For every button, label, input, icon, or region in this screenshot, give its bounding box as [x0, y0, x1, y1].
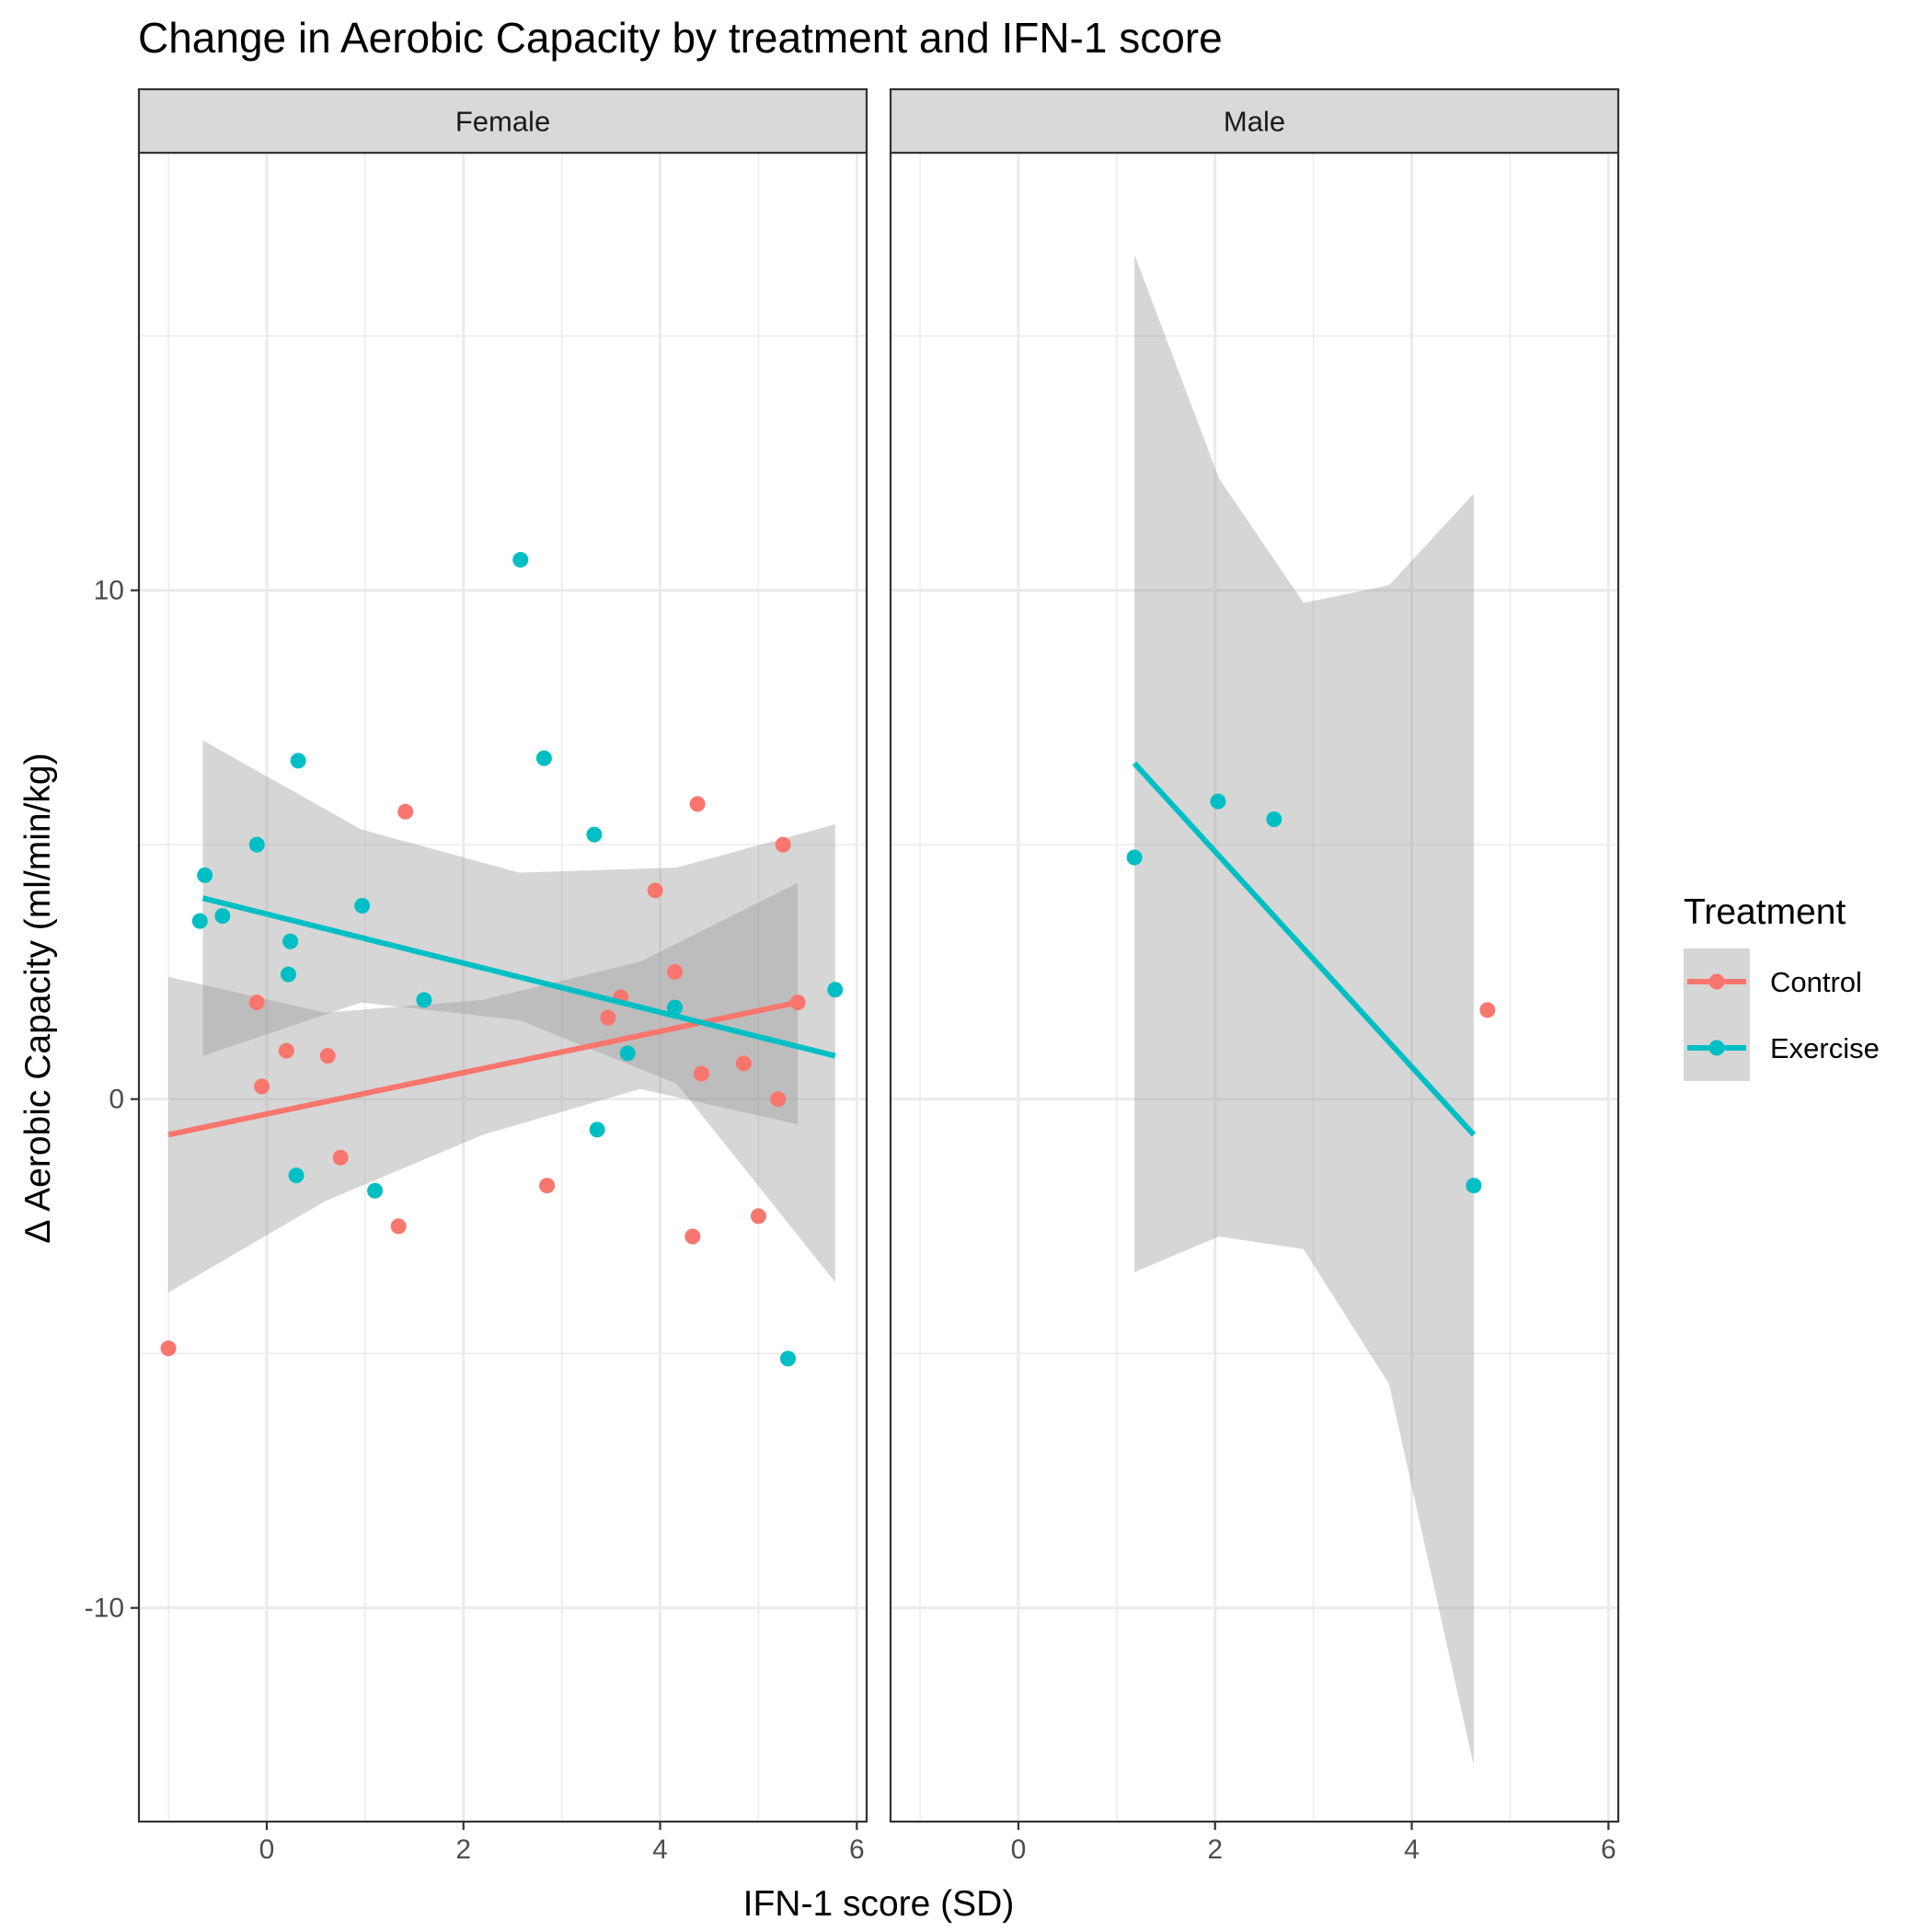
- data-point-control: [647, 882, 663, 899]
- x-tick-label: 2: [455, 1834, 471, 1865]
- data-point-exercise: [282, 933, 299, 949]
- x-tick-label: 0: [259, 1834, 275, 1865]
- y-axis-title: Δ Aerobic Capacity (ml/min/kg): [18, 753, 58, 1243]
- data-point-exercise: [512, 551, 529, 568]
- legend-title: Treatment: [1684, 892, 1846, 932]
- x-tick-label: 4: [1404, 1834, 1420, 1865]
- data-point-exercise: [214, 908, 231, 925]
- data-point-control: [684, 1228, 701, 1245]
- data-point-exercise: [416, 992, 432, 1008]
- data-point-exercise: [290, 753, 306, 769]
- legend-label-control: Control: [1770, 966, 1862, 998]
- data-point-exercise: [197, 867, 213, 883]
- data-point-exercise: [535, 750, 552, 766]
- fit-line-control: [167, 999, 799, 1138]
- data-point-exercise: [354, 898, 371, 914]
- data-point-exercise: [779, 1351, 796, 1367]
- data-point-exercise: [367, 1182, 384, 1199]
- data-point-control: [775, 836, 791, 853]
- y-tick-label: -10: [85, 1593, 124, 1624]
- x-tick-label: 2: [1207, 1834, 1223, 1865]
- data-point-exercise: [1126, 849, 1143, 866]
- data-point-control: [248, 995, 265, 1011]
- panel-background: [891, 153, 1618, 1822]
- data-point-exercise: [1266, 811, 1282, 827]
- legend: Treatment Control Exercise: [1684, 892, 1880, 1081]
- data-point-exercise: [288, 1167, 305, 1184]
- panel-background: [139, 153, 867, 1822]
- strip-label: Male: [1224, 106, 1285, 138]
- data-point-exercise: [827, 982, 844, 998]
- data-point-control: [693, 1065, 709, 1082]
- data-point-exercise: [280, 966, 296, 983]
- y-tick-label: 0: [109, 1085, 124, 1115]
- data-point-control: [160, 1340, 177, 1357]
- data-point-control: [750, 1208, 766, 1225]
- data-point-control: [332, 1149, 349, 1166]
- x-tick-label: 4: [652, 1834, 668, 1865]
- data-point-exercise: [667, 999, 684, 1016]
- data-point-control: [1479, 1002, 1496, 1018]
- data-point-control: [397, 803, 414, 820]
- strip-background: [889, 87, 1620, 155]
- data-point-exercise: [1466, 1178, 1482, 1194]
- data-point-exercise: [1210, 793, 1226, 810]
- confidence-band-control: [168, 882, 799, 1293]
- panel-male: Male 0 2 4 6: [889, 87, 1620, 1865]
- strip-label: Female: [455, 106, 550, 138]
- fit-line-exercise: [201, 895, 836, 1059]
- data-point-control: [689, 796, 706, 812]
- x-tick-label: 6: [1601, 1834, 1616, 1865]
- data-point-control: [390, 1218, 407, 1235]
- data-point-control: [319, 1048, 336, 1064]
- data-point-control: [667, 963, 684, 980]
- data-point-control: [254, 1078, 270, 1095]
- confidence-band-exercise: [1134, 254, 1474, 1766]
- data-point-control: [600, 1009, 616, 1026]
- legend-key-point: [1708, 1040, 1725, 1056]
- data-point-exercise: [586, 826, 603, 843]
- x-tick-label: 6: [849, 1834, 865, 1865]
- x-axis-title: IFN-1 score (SD): [743, 1884, 1015, 1924]
- data-point-control: [539, 1178, 556, 1194]
- confidence-band-exercise: [202, 740, 835, 1282]
- legend-key-control: Control: [1684, 949, 1862, 1015]
- data-point-exercise: [589, 1121, 605, 1138]
- strip-background: [137, 87, 868, 155]
- legend-key-point: [1708, 973, 1725, 990]
- chart-title: Change in Aerobic Capacity by treatment …: [138, 14, 1223, 62]
- legend-label-exercise: Exercise: [1770, 1032, 1880, 1064]
- legend-keys: Control Exercise: [1684, 949, 1880, 1081]
- panel-female: Female 0 2 4 6 -10 0 10: [85, 87, 868, 1865]
- data-point-exercise: [619, 1045, 636, 1062]
- y-tick-label: 10: [94, 576, 124, 606]
- legend-key-exercise: Exercise: [1684, 1015, 1880, 1081]
- data-point-control: [735, 1055, 752, 1072]
- data-point-control: [770, 1091, 787, 1108]
- fit-line-exercise: [1132, 761, 1477, 1137]
- data-point-exercise: [191, 913, 208, 929]
- x-tick-label: 0: [1011, 1834, 1027, 1865]
- panels: Female 0 2 4 6 -10 0 10 Male 0 2 4 6: [85, 87, 1620, 1865]
- data-point-control: [278, 1042, 294, 1059]
- data-point-exercise: [248, 836, 265, 853]
